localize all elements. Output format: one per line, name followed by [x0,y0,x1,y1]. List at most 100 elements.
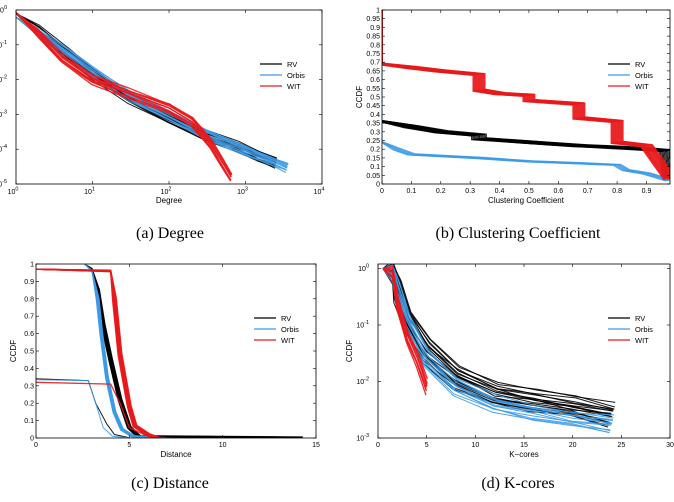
y-tick-label: 0.55 [366,86,380,93]
y-tick-label: 1 [30,262,34,269]
y-tick-label: 10-1 [0,40,7,50]
y-tick-label: 0.95 [366,16,380,23]
y-tick-label: 0.9 [370,25,380,32]
series-line-rv [84,264,301,438]
x-tick-base: 10 [8,189,16,196]
x-tick-label: 0.8 [612,188,622,195]
y-axis-label: CCDF [355,86,364,108]
y-tick-label: 10-3 [0,109,7,119]
y-tick-label: 0.1 [370,164,380,171]
legend-label-orbis: Orbis [635,71,653,80]
x-tick-label: 15 [520,442,528,449]
series-line-orbis [84,264,159,438]
x-tick-label: 0.7 [583,188,593,195]
y-tick-label: 0.25 [366,138,380,145]
y-tick-label: 0.5 [24,349,34,356]
series-line-orbis [382,264,614,422]
y-tick-label: 0 [30,436,34,443]
y-tick-exp: 0 [4,5,7,11]
y-tick-base: 10 [0,147,2,154]
y-tick-exp: -5 [2,179,7,185]
x-axis-label: Distance [160,450,192,459]
legend-label-wit: WIT [281,336,295,345]
x-tick-label: 103 [237,187,248,197]
y-tick-label: 10-2 [0,75,7,85]
x-tick-label: 15 [312,442,320,449]
series-line-rv [16,13,276,163]
x-tick-exp: 4 [321,187,324,193]
y-tick-label: 0.9 [24,279,34,286]
x-tick-label: 10 [471,442,479,449]
series-line-rv [16,12,277,162]
legend-label-wit: WIT [635,82,649,91]
y-tick-label: 0.15 [366,155,380,162]
y-tick-label: 0.05 [366,173,380,180]
y-tick-base: 10 [358,266,366,273]
y-tick-exp: 0 [366,263,369,269]
series-line-orbis [16,16,288,168]
series-line-rv [16,13,276,165]
series-line-rv [16,12,278,160]
y-tick-label: 0.45 [366,103,380,110]
series-line-rv [84,264,300,438]
legend-label-rv: RV [635,60,645,69]
y-tick-label: 0.1 [24,418,34,425]
series-line-orbis [16,16,288,167]
y-tick-label: 0.6 [24,331,34,338]
y-tick-label: 0.75 [366,51,380,58]
x-tick-label: 0.3 [465,188,475,195]
panel-c: 0 5 10 15 0 0.1 0.2 0.3 0.4 0.5 0.6 0.7 0.8 0.9 1 Dista… [9,262,320,493]
x-tick-exp: 1 [92,187,95,193]
x-tick-base: 10 [161,189,169,196]
y-tick-label: 0.3 [370,129,380,136]
y-tick-label: 10-1 [356,320,369,330]
x-tick-exp: 2 [168,187,171,193]
legend-label-rv: RV [281,314,291,323]
series-line-wit [382,10,670,171]
y-tick-exp: -2 [364,376,369,382]
axes-box [35,263,317,439]
series-line-wit [16,11,233,175]
x-tick-label: 25 [617,442,625,449]
x-tick-label: 0.6 [553,188,563,195]
y-tick-base: 10 [356,379,364,386]
series-line-rv [84,264,300,438]
series-line-orbis [382,266,615,416]
series-line-orbis [382,10,670,180]
x-axis-label: Clustering Coefficient [488,196,565,205]
y-tick-label: 0.35 [366,121,380,128]
x-tick-exp: 0 [15,187,18,193]
legend-label-rv: RV [287,60,297,69]
legend: RV Orbis WIT [608,60,653,91]
series-line-orbis [36,379,130,438]
panel-caption: (a) Degree [136,225,204,242]
y-tick-label: 0.85 [366,34,380,41]
y-tick-label: 1 [376,8,380,15]
legend-label-wit: WIT [635,336,649,345]
x-tick-base: 10 [237,189,245,196]
x-tick-label: 0.9 [642,188,652,195]
series-line-rv [16,12,277,161]
x-tick-label: 5 [127,442,131,449]
y-tick-label: 100 [358,263,369,273]
y-tick-exp: -3 [2,109,7,115]
x-tick-label: 0.4 [495,188,505,195]
y-tick-base: 10 [356,322,364,329]
panel-d: 0 5 10 15 20 25 3010-310-210-1100K−coresCCDFRV… [345,263,674,492]
legend-label-orbis: Orbis [287,71,305,80]
panel-a: 10010110210310410-510-410-310-210-1100De… [0,5,324,242]
legend-label-orbis: Orbis [635,325,653,334]
legend: RV Orbis WIT [254,314,299,345]
panel-caption: (c) Distance [131,475,209,492]
panel-b: 0 0.1 0.2 0.3 0.4 0.5 0.6 0.7 0.8 0.9 0 0.05 0.1 0.15… [355,8,671,242]
y-axis-label: CCDF [345,340,354,362]
legend: RV Orbis WIT [608,314,653,345]
y-tick-label: 0.7 [370,60,380,67]
series-line-wit [382,267,428,385]
y-tick-exp: -1 [364,320,369,326]
series-line-rv [16,12,277,163]
x-tick-label: 5 [425,442,429,449]
y-axis-label: CCDF [9,340,18,362]
series-group [16,11,289,182]
